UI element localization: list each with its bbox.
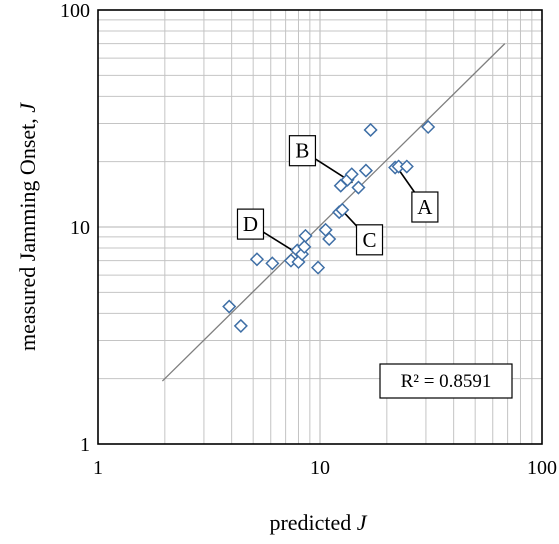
callout-label: B xyxy=(295,139,309,163)
data-point xyxy=(358,163,373,178)
data-point xyxy=(363,122,378,138)
callout-box xyxy=(288,135,317,167)
r2-box: R² = 0.8591 xyxy=(379,363,513,399)
callout-label: D xyxy=(243,212,258,236)
callout-label: A xyxy=(417,195,433,219)
callout-a: A xyxy=(396,166,439,223)
data-point xyxy=(298,228,313,243)
x-tick-label: 1 xyxy=(93,457,103,479)
callout-b: B xyxy=(288,135,353,184)
callouts: A B C D xyxy=(236,135,439,256)
data-point xyxy=(297,239,312,254)
data-point xyxy=(222,299,237,314)
plot-area-border xyxy=(97,9,543,445)
callout-label: C xyxy=(363,228,377,252)
data-points xyxy=(222,119,436,333)
data-point xyxy=(265,256,280,271)
y-axis-title: measured Jamming Onset, J xyxy=(15,102,40,351)
callout-c: C xyxy=(340,209,384,256)
y-tick-label: 10 xyxy=(70,217,90,239)
r2-label: R² = 0.8591 xyxy=(401,371,492,392)
data-point xyxy=(421,119,436,135)
r2-box-frame xyxy=(379,363,513,399)
callout-box xyxy=(355,224,384,256)
x-tick-label: 10 xyxy=(310,457,330,479)
callout-d: D xyxy=(236,208,299,255)
data-point xyxy=(344,167,359,182)
tick-labels: 1 10 100 1 10 100 xyxy=(60,0,557,479)
data-point xyxy=(322,231,337,247)
data-point xyxy=(399,159,414,174)
data-point xyxy=(335,202,350,217)
callout-box xyxy=(411,191,439,223)
callout-box xyxy=(236,208,265,240)
data-point xyxy=(351,180,366,195)
y-tick-label: 100 xyxy=(60,0,90,22)
x-axis-title: predicted J xyxy=(269,510,367,535)
data-point xyxy=(310,260,326,275)
x-tick-label: 100 xyxy=(527,457,557,479)
data-point xyxy=(233,318,248,333)
y-tick-label: 1 xyxy=(80,434,90,456)
data-point xyxy=(249,252,265,267)
